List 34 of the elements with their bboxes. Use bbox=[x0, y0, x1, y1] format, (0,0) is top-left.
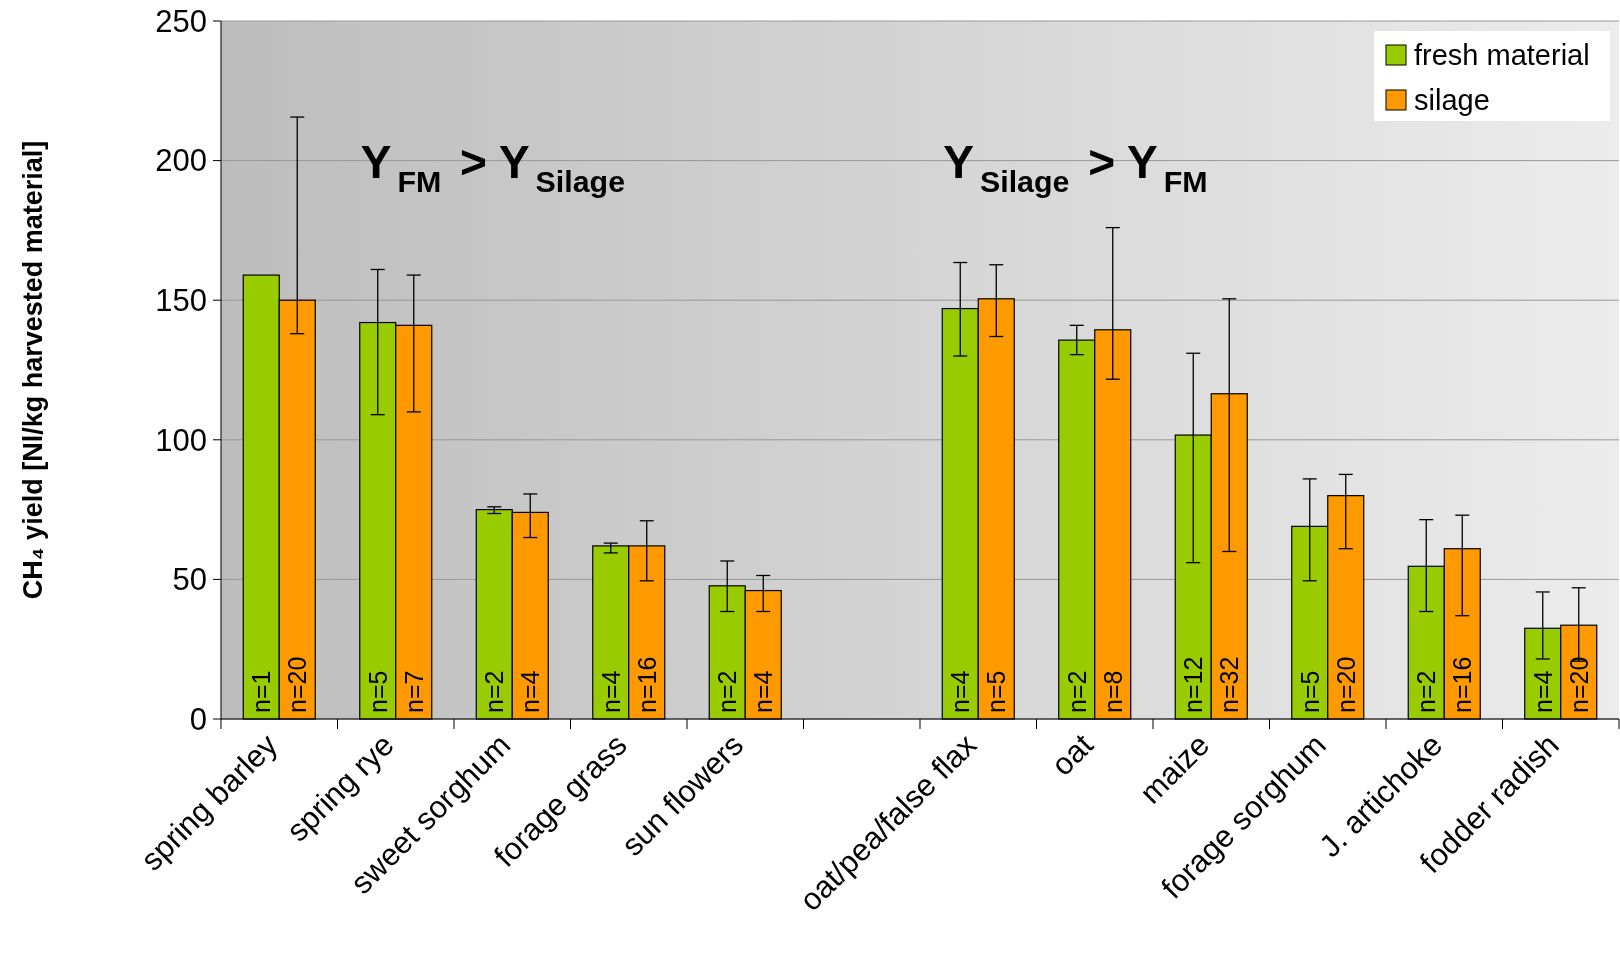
annotation: n=4 bbox=[1528, 670, 1557, 713]
annotation: n=4 bbox=[516, 670, 545, 713]
annotation: n=2 bbox=[1412, 670, 1441, 713]
y-tick-label: 100 bbox=[155, 422, 207, 458]
annotation: n=2 bbox=[480, 670, 509, 713]
annotation: n=32 bbox=[1215, 656, 1244, 713]
y-axis-title: CH₄ yield [Nl/kg harvested material] bbox=[18, 140, 48, 600]
y-tick-label: 200 bbox=[155, 143, 207, 179]
annotation: n=4 bbox=[749, 670, 778, 713]
annotation: Y$_{FM}$ > Y$_{Silage}$ bbox=[360, 136, 626, 198]
annotation: n=5 bbox=[1295, 670, 1324, 713]
x-tick-label: oat bbox=[1044, 726, 1100, 783]
y-tick-label: 50 bbox=[172, 562, 207, 598]
annotation: n=12 bbox=[1179, 656, 1208, 713]
annotation: n=8 bbox=[1098, 670, 1127, 713]
annotation: n=2 bbox=[1062, 670, 1091, 713]
annotation: n=20 bbox=[283, 656, 312, 713]
annotation: n=5 bbox=[363, 670, 392, 713]
y-tick-label: 250 bbox=[155, 3, 207, 39]
y-tick-label: 150 bbox=[155, 283, 207, 319]
annotation: n=20 bbox=[1564, 656, 1593, 713]
annotation: n=5 bbox=[982, 670, 1011, 713]
annotation: n=16 bbox=[1448, 656, 1477, 713]
annotation: n=4 bbox=[596, 670, 625, 713]
annotation: n=20 bbox=[1331, 656, 1360, 713]
y-tick-label: 0 bbox=[189, 701, 207, 737]
annotation: n=16 bbox=[632, 656, 661, 713]
annotation: Y$_{Silage}$ > Y$_{FM}$ bbox=[943, 136, 1208, 198]
annotation: n=7 bbox=[399, 670, 428, 713]
annotation: n=1 bbox=[247, 670, 276, 713]
legend-label: fresh material bbox=[1414, 39, 1590, 72]
annotation: n=2 bbox=[713, 670, 742, 713]
annotation: n=4 bbox=[946, 670, 975, 713]
legend-label: silage bbox=[1414, 84, 1490, 117]
